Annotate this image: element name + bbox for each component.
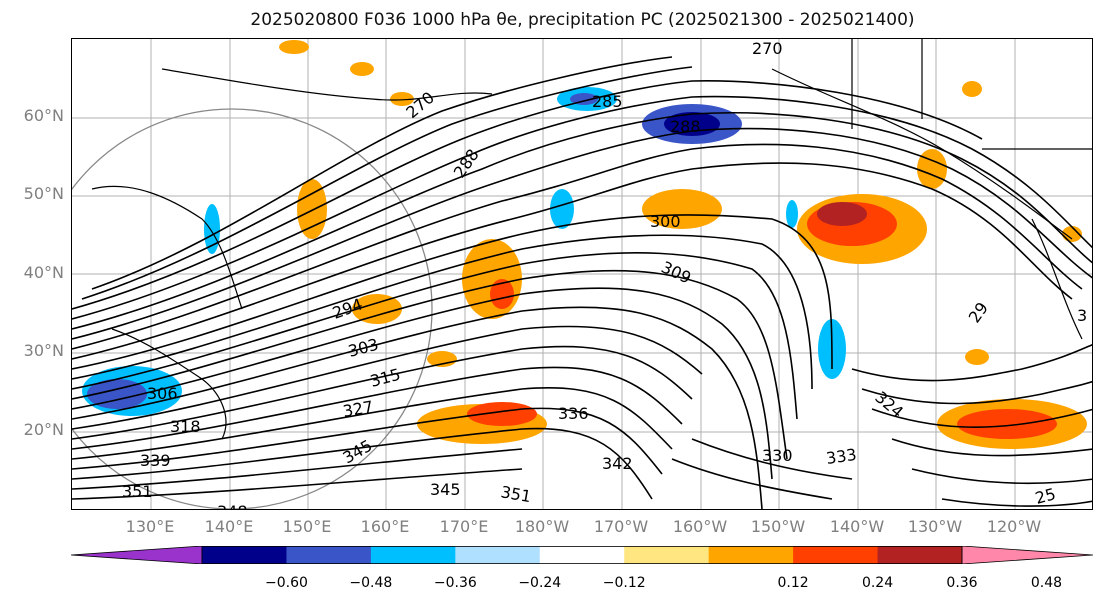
lon-label: 120°W xyxy=(986,517,1042,536)
colorbar-bin xyxy=(877,546,963,564)
colorbar-tick-label: 0.12 xyxy=(777,575,809,591)
contour-label: 351 xyxy=(499,482,532,506)
contour-label: 333 xyxy=(825,445,858,468)
contour-label: 29 xyxy=(965,299,992,327)
colorbar-bin xyxy=(455,546,541,564)
colorbar-bin xyxy=(370,546,456,564)
contour-label: 327 xyxy=(341,397,374,421)
contour-label: 270 xyxy=(752,39,783,58)
contour-label: 309 xyxy=(658,257,694,287)
contour-label: 330 xyxy=(762,446,793,465)
colorbar-bin xyxy=(624,546,710,564)
theta-e-contours xyxy=(72,56,1092,509)
contour-label: 285 xyxy=(592,92,623,111)
lon-label: 180°W xyxy=(514,517,570,536)
contour-label: 348 xyxy=(217,502,248,510)
lon-label: 130°W xyxy=(907,517,963,536)
lon-label: 170°E xyxy=(439,517,489,536)
lon-label: 150°E xyxy=(282,517,332,536)
lon-label: 140°E xyxy=(204,517,254,536)
lon-label: 140°W xyxy=(829,517,885,536)
map-panel: 285 288 288 300 309 294 303 315 327 306 … xyxy=(71,38,1093,510)
colorbar-bin xyxy=(202,546,287,564)
contour-label: 288 xyxy=(670,117,701,136)
contour-label: 300 xyxy=(650,212,681,231)
contour-label: 345 xyxy=(430,480,461,499)
colorbar-tick-label: −0.60 xyxy=(264,575,308,591)
contour-label: 25 xyxy=(1033,484,1058,508)
coastlines xyxy=(91,39,1092,440)
colorbar-tick-label: 0.60 xyxy=(1101,575,1105,591)
lat-label: 20°N xyxy=(23,420,64,439)
contour-label: 351 xyxy=(122,482,153,501)
lat-label: 40°N xyxy=(23,263,64,282)
colorbar-bin xyxy=(539,546,625,564)
colorbar-bin xyxy=(793,546,879,564)
lat-label: 60°N xyxy=(23,106,64,125)
contour-label: 306 xyxy=(147,384,178,403)
colorbar-tick-label: −0.24 xyxy=(518,575,562,591)
lon-label: 170°W xyxy=(593,517,649,536)
lat-label: 30°N xyxy=(23,341,64,360)
lon-label: 150°W xyxy=(750,517,806,536)
contour-label: 303 xyxy=(346,335,380,361)
colorbar-bin xyxy=(708,546,794,564)
lon-label: 160°E xyxy=(360,517,410,536)
lon-label: 160°W xyxy=(672,517,728,536)
colorbar-tick-label: −0.48 xyxy=(349,575,393,591)
colorbar-tick-label: 0.48 xyxy=(1030,575,1063,591)
contour-label: 339 xyxy=(140,451,171,470)
contour-label: 336 xyxy=(558,404,589,423)
map-canvas: 285 288 288 300 309 294 303 315 327 306 … xyxy=(72,39,1092,510)
lat-label: 50°N xyxy=(23,184,64,203)
range-circle xyxy=(72,108,433,509)
colorbar-tick-label: 0.36 xyxy=(946,575,978,591)
precip-shading xyxy=(82,40,1087,449)
colorbar-tick-label: −0.36 xyxy=(433,575,477,591)
map-title: 2025020800 F036 1000 hPa θe, precipitati… xyxy=(250,10,915,30)
colorbar-extend-low xyxy=(71,546,203,564)
colorbar-extend-high xyxy=(961,546,1093,564)
colorbar-bin xyxy=(286,546,372,564)
contour-label: 315 xyxy=(368,365,402,391)
colorbar-tick-label: −0.12 xyxy=(602,575,646,591)
colorbar xyxy=(71,546,1093,564)
contour-label: 3 xyxy=(1077,306,1087,325)
contour-label: 318 xyxy=(170,417,201,436)
contour-label: 345 xyxy=(340,436,376,468)
lon-label: 130°E xyxy=(125,517,175,536)
contour-label: 342 xyxy=(602,454,633,473)
colorbar-tick-label: 0.24 xyxy=(861,575,894,591)
graticule xyxy=(72,39,1092,509)
